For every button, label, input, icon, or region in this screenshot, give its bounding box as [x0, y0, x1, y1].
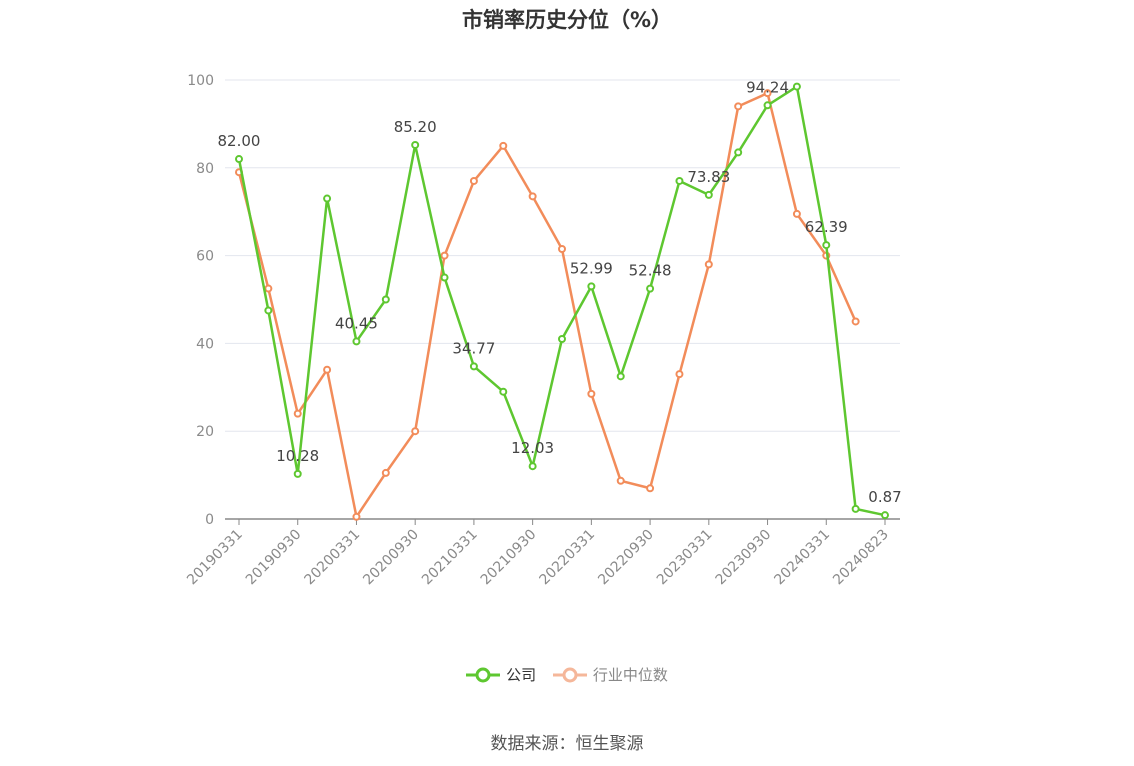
data-point[interactable]: [587, 282, 596, 291]
data-point[interactable]: [235, 155, 243, 164]
x-tick-label: 20230930: [713, 527, 775, 589]
data-point[interactable]: [851, 504, 860, 513]
data-point[interactable]: [646, 484, 655, 493]
data-point[interactable]: [440, 273, 449, 282]
legend-item-industry-median[interactable]: 行业中位数: [552, 664, 668, 685]
legend-swatch-industry-icon: [552, 667, 587, 682]
data-point[interactable]: [763, 89, 772, 98]
data-point[interactable]: [528, 192, 537, 201]
data-point[interactable]: [469, 362, 478, 371]
data-point[interactable]: [616, 476, 625, 485]
data-point[interactable]: [616, 372, 625, 381]
data-point[interactable]: [734, 102, 743, 111]
data-point[interactable]: [587, 389, 596, 398]
data-label: 82.00: [218, 132, 261, 150]
x-tick-label: 20210930: [478, 527, 540, 589]
axes: 0 20 40 60 80 100 2019033120190930202003312020…: [184, 73, 900, 588]
x-tick-label: 20210331: [419, 527, 481, 589]
legend-label-company: 公司: [506, 666, 537, 684]
x-tick-label: 20200331: [302, 527, 364, 589]
data-point[interactable]: [469, 176, 478, 185]
x-tick-label: 20190930: [243, 527, 305, 589]
y-tick-label: 80: [196, 161, 214, 177]
data-label: 12.03: [511, 439, 554, 457]
data-point[interactable]: [792, 82, 801, 91]
y-tick-label: 60: [196, 249, 214, 265]
data-point[interactable]: [763, 101, 772, 110]
data-point[interactable]: [264, 284, 273, 293]
x-tick-label: 20220331: [536, 527, 598, 589]
legend-label-industry-median: 行业中位数: [592, 666, 668, 684]
data-point[interactable]: [381, 295, 390, 304]
data-point[interactable]: [440, 251, 449, 260]
source-note: 数据来源：恒生聚源: [490, 734, 644, 754]
data-point[interactable]: [734, 148, 743, 157]
y-tick-label: 100: [187, 73, 214, 89]
data-point[interactable]: [352, 512, 361, 521]
series-lines: [235, 82, 889, 521]
data-point[interactable]: [792, 209, 801, 218]
data-point[interactable]: [499, 387, 508, 396]
data-label: 0.87: [868, 488, 901, 506]
data-label: 62.39: [805, 218, 848, 236]
legend-item-company[interactable]: 公司: [466, 664, 536, 685]
x-tick-label: 20240331: [771, 527, 833, 589]
data-label: 40.45: [335, 314, 378, 332]
y-tick-label: 0: [205, 512, 214, 528]
series-line-1: [237, 91, 857, 519]
x-tick-label: 20240823: [830, 527, 892, 589]
data-point[interactable]: [499, 141, 508, 150]
data-point[interactable]: [646, 284, 655, 293]
data-point[interactable]: [352, 337, 361, 346]
legend-swatch-company-icon: [466, 667, 501, 682]
x-tick-label: 20220930: [595, 527, 657, 589]
data-point[interactable]: [822, 241, 831, 250]
data-label: 73.83: [687, 168, 730, 186]
data-point[interactable]: [704, 190, 713, 199]
data-point[interactable]: [293, 469, 302, 478]
data-label: 34.77: [452, 339, 495, 357]
data-point[interactable]: [558, 335, 566, 344]
data-point[interactable]: [411, 140, 420, 149]
series-line-0: [237, 85, 886, 517]
data-label: 85.20: [394, 118, 437, 136]
x-tick-label: 20190331: [184, 527, 246, 589]
x-tick-label: 20200930: [360, 527, 422, 589]
data-point[interactable]: [323, 194, 332, 203]
data-point[interactable]: [881, 511, 889, 520]
chart-title: 市销率历史分位（%）: [461, 8, 673, 32]
y-tick-label: 20: [196, 424, 214, 440]
data-point[interactable]: [675, 370, 684, 379]
data-point[interactable]: [851, 317, 860, 326]
data-label: 10.28: [276, 447, 319, 465]
data-point[interactable]: [411, 427, 420, 436]
data-point[interactable]: [323, 365, 332, 374]
data-point[interactable]: [704, 260, 713, 269]
legend: 公司 行业中位数: [0, 664, 1134, 689]
data-point[interactable]: [381, 468, 390, 477]
data-label: 52.99: [570, 259, 613, 277]
data-point[interactable]: [293, 409, 302, 418]
data-point[interactable]: [528, 462, 537, 471]
data-label: 94.24: [746, 78, 789, 96]
x-tick-label: 20230331: [654, 527, 716, 589]
y-tick-label: 40: [196, 336, 214, 352]
data-point[interactable]: [675, 176, 684, 185]
data-point[interactable]: [558, 245, 566, 254]
data-labels: 82.00 10.28 40.45 85.20 34.77 12.03 52.99 52.48…: [218, 78, 902, 506]
data-label: 52.48: [629, 262, 672, 280]
data-point[interactable]: [264, 306, 273, 315]
